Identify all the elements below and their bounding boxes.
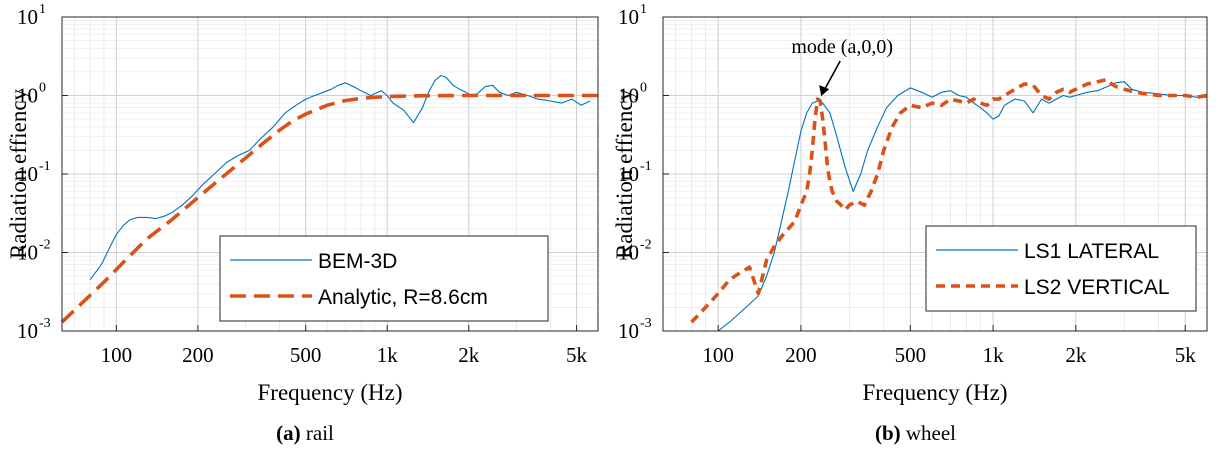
y-tick-label: 10 xyxy=(618,5,639,29)
legend: LS1 LATERAL LS2 VERTICAL xyxy=(925,225,1197,312)
y-tick-label: 10 xyxy=(618,319,639,343)
y-tick-exponent: -3 xyxy=(640,316,652,331)
y-tick-exponent: -2 xyxy=(640,238,652,253)
legend-entry-1: LS2 VERTICAL xyxy=(1024,276,1170,299)
y-tick-label: 10 xyxy=(17,162,38,186)
y-axis-label: Radiation effiency xyxy=(6,88,31,259)
x-tick-label: 200 xyxy=(182,343,214,367)
x-tick-label: 500 xyxy=(895,343,927,367)
y-tick-exponent: 1 xyxy=(39,2,46,17)
x-tick-label: 200 xyxy=(785,343,817,367)
caption-a: (a) rail xyxy=(0,421,610,446)
x-tick-label: 1k xyxy=(377,343,399,367)
caption-a-text: rail xyxy=(305,421,334,445)
series-line-1 xyxy=(690,77,1208,324)
y-tick-exponent: 1 xyxy=(640,2,647,17)
annotation-arrow-shaft xyxy=(822,60,841,93)
x-tick-label: 1k xyxy=(983,343,1005,367)
x-tick-label: 5k xyxy=(566,343,588,367)
x-tick-label: 2k xyxy=(1065,343,1087,367)
series-line-1 xyxy=(60,93,598,324)
legend-box xyxy=(925,225,1197,312)
y-tick-label: 10 xyxy=(618,84,639,108)
legend: BEM-3D Analytic, R=8.6cm xyxy=(219,235,549,322)
caption-b-text: wheel xyxy=(905,421,957,445)
panel-a: 100 200 500 1k 2k 5k 10 -3 10 -2 10 -1 10 0 10 1 Frequen… xyxy=(0,0,610,456)
series-line-0 xyxy=(717,81,1207,332)
y-tick-label: 10 xyxy=(17,5,38,29)
x-tick-label: 100 xyxy=(702,343,734,367)
annotation-arrow-head xyxy=(819,85,830,97)
y-tick-exponent: -1 xyxy=(39,159,51,174)
x-tick-label: 100 xyxy=(101,343,133,367)
x-tick-label: 2k xyxy=(458,343,480,367)
y-tick-exponent: -1 xyxy=(640,159,652,174)
legend-entry-0: LS1 LATERAL xyxy=(1024,240,1159,263)
caption-a-label: (a) xyxy=(276,421,301,445)
y-tick-label: 10 xyxy=(618,162,639,186)
y-axis-label: Radiation effiency xyxy=(612,88,637,259)
caption-b-label: (b) xyxy=(874,421,901,445)
x-tick-label: 500 xyxy=(290,343,322,367)
legend-entry-1: Analytic, R=8.6cm xyxy=(318,286,488,309)
y-tick-exponent: 0 xyxy=(39,81,46,96)
legend-entry-0: BEM-3D xyxy=(318,250,397,273)
y-tick-label: 10 xyxy=(17,241,38,265)
y-tick-exponent: -2 xyxy=(39,238,51,253)
x-axis-label: Frequency (Hz) xyxy=(258,380,403,405)
panel-b: 100 200 500 1k 2k 5k 10 -3 10 -2 10 -1 10 0 10 1 Frequen… xyxy=(610,0,1221,456)
series-line-0 xyxy=(89,74,591,281)
legend-box xyxy=(219,235,549,322)
y-tick-exponent: -3 xyxy=(39,316,51,331)
annotation-label: mode (a,0,0) xyxy=(791,36,893,58)
caption-b: (b) wheel xyxy=(610,421,1221,446)
y-tick-exponent: 0 xyxy=(640,81,647,96)
y-tick-label: 10 xyxy=(17,84,38,108)
x-tick-label: 5k xyxy=(1175,343,1197,367)
y-tick-label: 10 xyxy=(17,319,38,343)
x-axis-label: Frequency (Hz) xyxy=(863,380,1008,405)
y-tick-label: 10 xyxy=(618,241,639,265)
